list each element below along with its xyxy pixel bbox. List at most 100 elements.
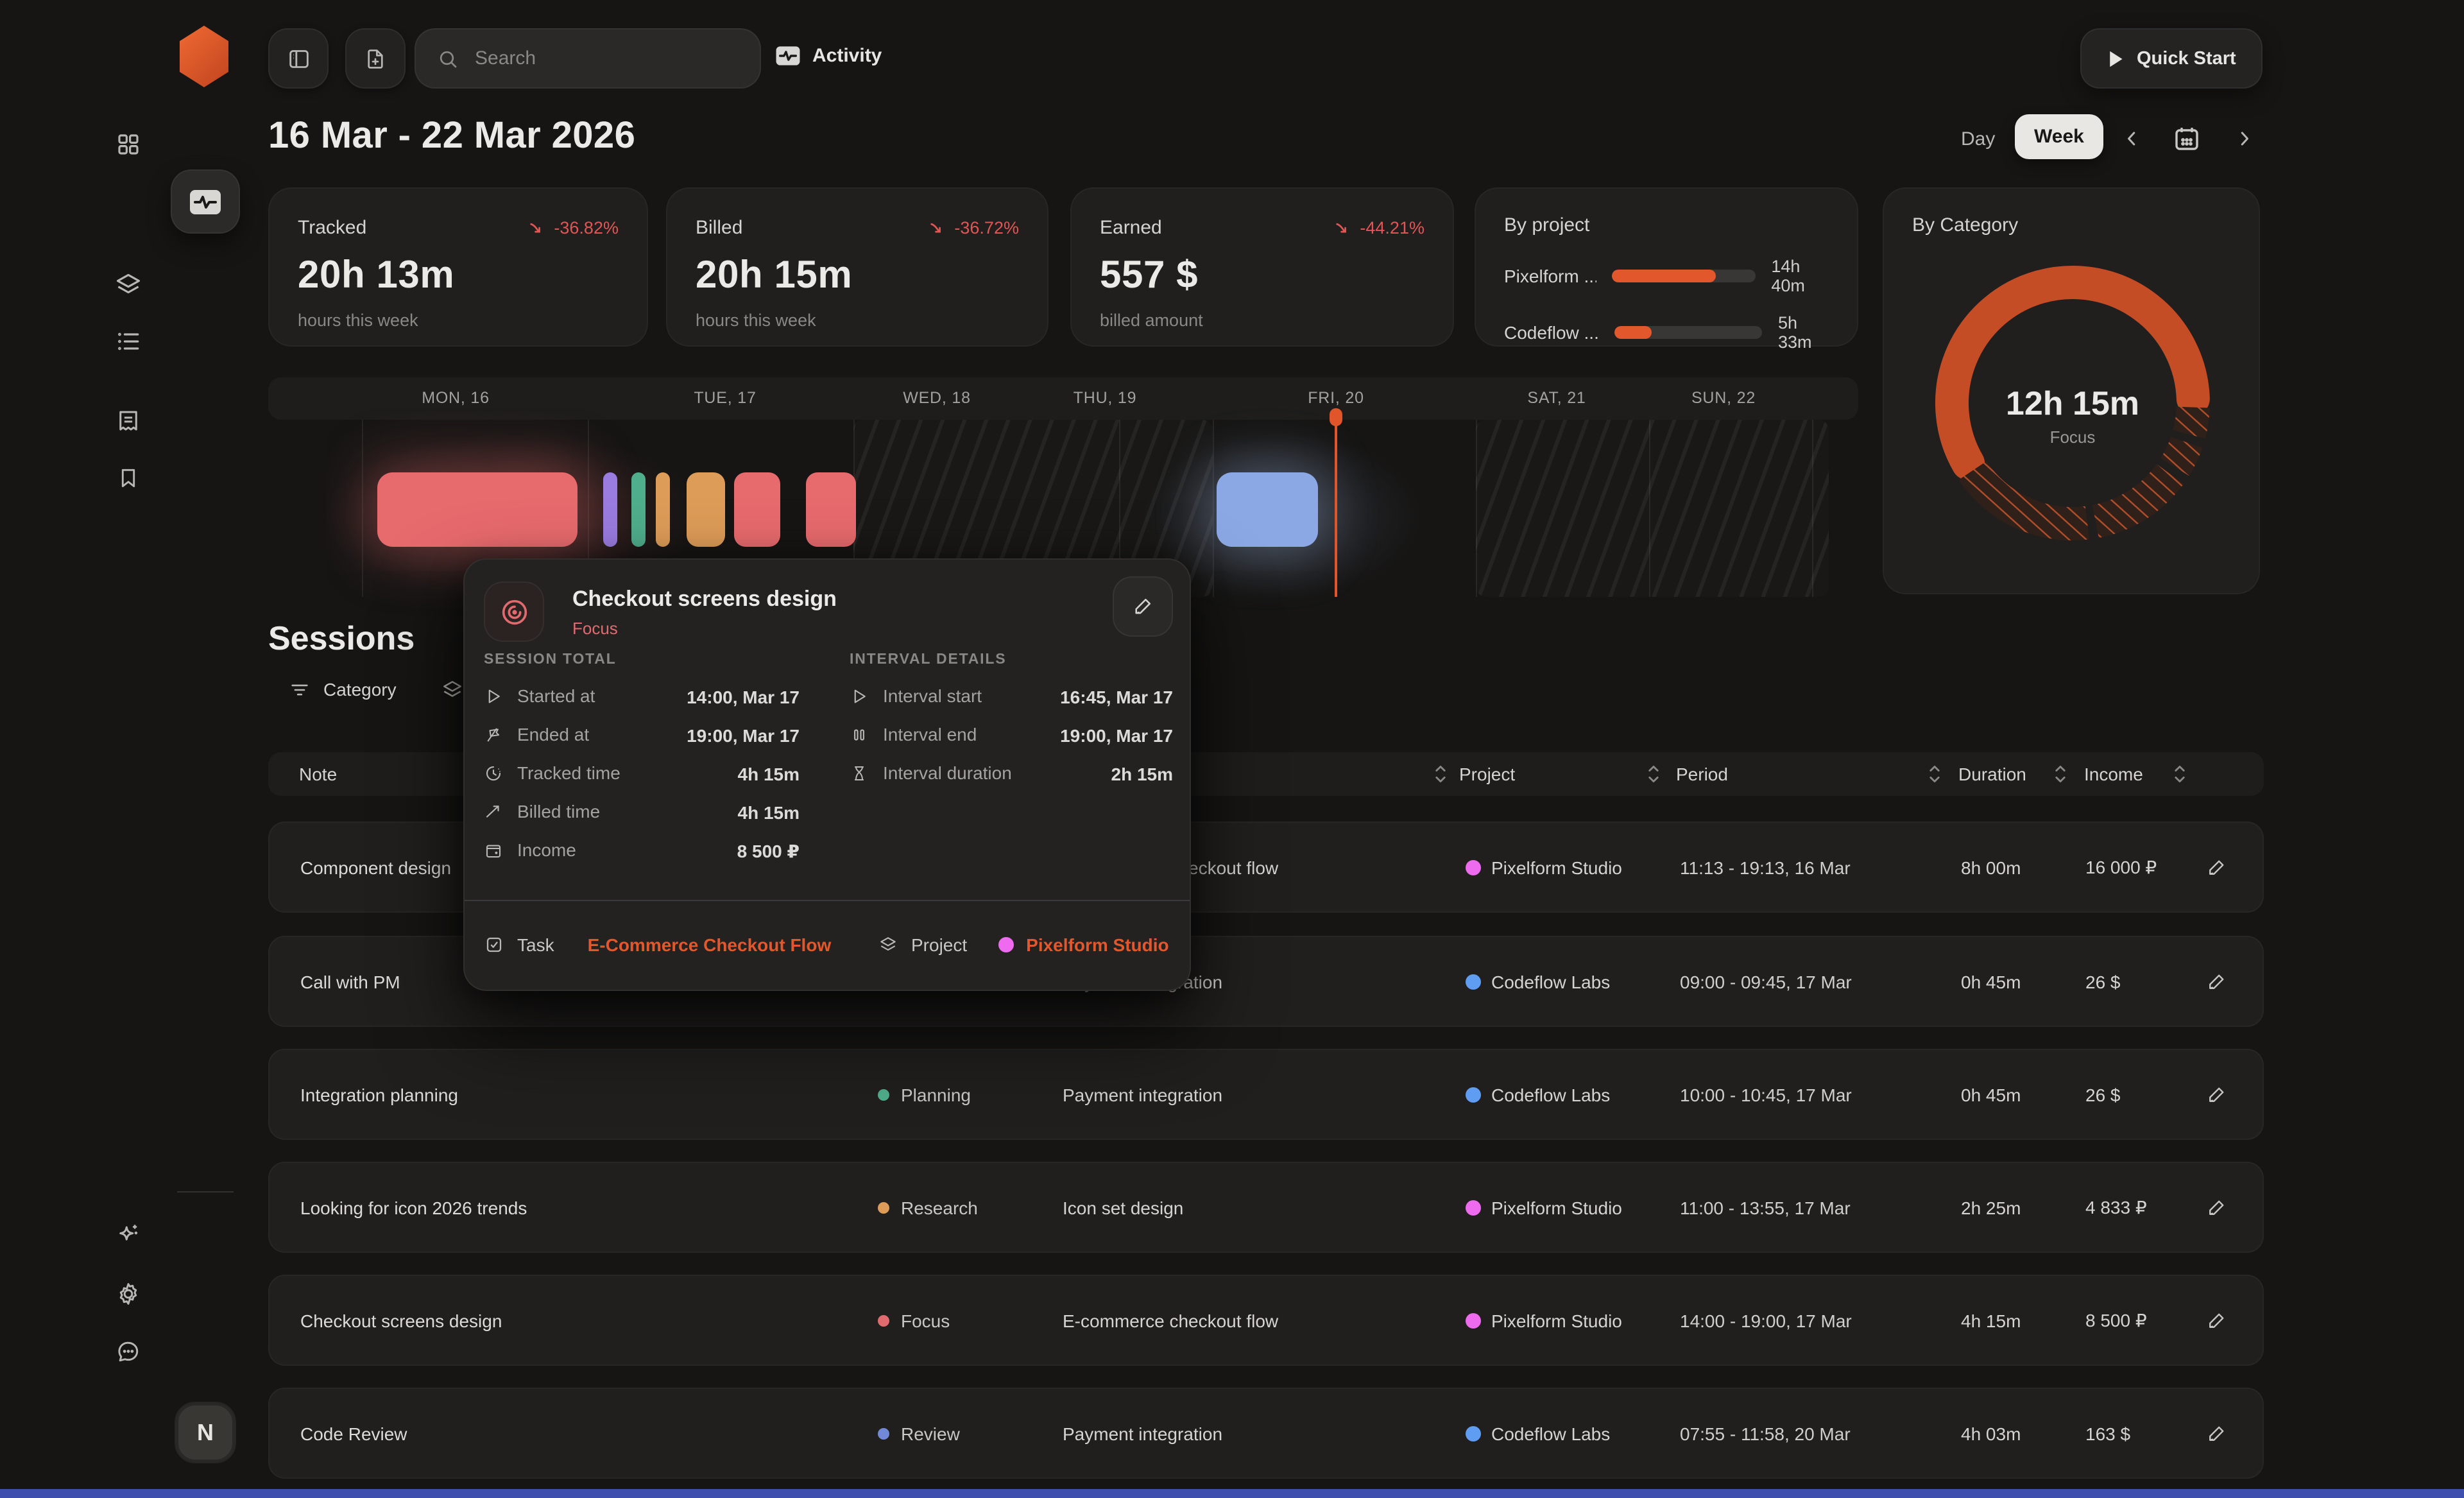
- session-project: Pixelform Studio: [1491, 1310, 1622, 1330]
- session-row[interactable]: Code Review Review Payment integration C…: [268, 1388, 2264, 1479]
- session-task: E-commerce checkout flow: [1063, 1310, 1279, 1330]
- session-row[interactable]: Integration planning Planning Payment in…: [268, 1049, 2264, 1140]
- project-value-link[interactable]: Pixelform Studio: [1026, 934, 1169, 955]
- sidebar-divider: [177, 1191, 234, 1192]
- task-value-link[interactable]: E-Commerce Checkout Flow: [587, 934, 832, 955]
- session-income: 163 $: [2085, 1423, 2131, 1443]
- timeline-day-label[interactable]: TUE, 17: [694, 389, 757, 407]
- pause-bars-icon: [850, 725, 869, 744]
- sidebar-item-invoices[interactable]: [115, 407, 142, 435]
- category-dot: [878, 1201, 889, 1213]
- timeline-block-green[interactable]: [631, 472, 646, 547]
- session-category: Research: [901, 1197, 978, 1218]
- sort-icon[interactable]: [1928, 764, 1942, 784]
- timeline-block-orange[interactable]: [687, 472, 725, 547]
- sort-icon[interactable]: [1433, 764, 1448, 784]
- session-category: Review: [901, 1423, 960, 1443]
- filter-category[interactable]: Category: [289, 679, 397, 700]
- session-category: Focus: [901, 1310, 950, 1330]
- edit-session-button[interactable]: [2205, 1083, 2228, 1106]
- session-income: 4 833 ₽: [2085, 1196, 2147, 1217]
- edit-session-button[interactable]: [2205, 856, 2228, 879]
- session-note: Call with PM: [300, 971, 400, 992]
- sort-icon[interactable]: [1647, 764, 1661, 784]
- popup-edit-button[interactable]: [1113, 576, 1173, 637]
- timeline-block-focus-mon[interactable]: [377, 472, 578, 547]
- timeline-block-red-right[interactable]: [806, 472, 856, 547]
- timeline-day-header: MON, 16 TUE, 17 WED, 18 THU, 19 FRI, 20 …: [268, 377, 1858, 420]
- sidebar-item-tasks[interactable]: [114, 327, 142, 356]
- session-task: Icon set design: [1063, 1197, 1184, 1218]
- popup-task-link[interactable]: Task E-Commerce Checkout Flow: [484, 931, 831, 959]
- income-value: 8 500 ₽: [737, 841, 800, 861]
- sort-icon[interactable]: [2173, 764, 2187, 784]
- sidebar-item-dashboard[interactable]: [115, 131, 142, 158]
- timeline-day-label[interactable]: SUN, 22: [1691, 389, 1756, 407]
- prev-week-button[interactable]: [2120, 127, 2143, 150]
- next-week-button[interactable]: [2233, 127, 2256, 150]
- sidebar-item-settings[interactable]: [114, 1280, 142, 1308]
- user-avatar[interactable]: N: [175, 1402, 236, 1463]
- session-duration: 4h 03m: [1961, 1423, 2021, 1443]
- session-total-heading: SESSION TOTAL: [484, 652, 617, 667]
- interval-duration-value: 2h 15m: [1111, 764, 1174, 784]
- sidebar-item-projects[interactable]: [114, 271, 142, 299]
- sidebar-item-ai-assistant[interactable]: [114, 1221, 142, 1249]
- edit-session-button[interactable]: [2205, 1196, 2228, 1219]
- billed-time-value: 4h 15m: [737, 802, 800, 823]
- session-income: 26 $: [2085, 1084, 2121, 1105]
- timeline-block-review-fri[interactable]: [1217, 472, 1318, 547]
- sidebar-item-bookmarks[interactable]: [116, 465, 141, 492]
- view-toggle-week[interactable]: Week: [2015, 114, 2103, 159]
- by-category-title: By Category: [1912, 214, 2019, 236]
- session-income: 8 500 ₽: [2085, 1309, 2147, 1330]
- interval-start-value: 16:45, Mar 17: [1060, 687, 1173, 707]
- column-header-period[interactable]: Period: [1676, 764, 1728, 784]
- view-toggle-day[interactable]: Day: [1961, 128, 1996, 150]
- sidebar-item-activity-selected[interactable]: [171, 169, 240, 234]
- timeline-block-purple[interactable]: [603, 472, 617, 547]
- column-header-income[interactable]: Income: [2084, 764, 2143, 784]
- hourglass-icon: [850, 763, 869, 782]
- session-period: 11:00 - 13:55, 17 Mar: [1680, 1197, 1851, 1218]
- filter-project-icon[interactable]: [440, 678, 465, 702]
- timeline-block-red-mid[interactable]: [734, 472, 780, 547]
- sidebar-item-support-chat[interactable]: [114, 1338, 142, 1366]
- session-row[interactable]: Checkout screens design Focus E-commerce…: [268, 1275, 2264, 1366]
- tab-activity[interactable]: Activity: [775, 45, 882, 67]
- edit-session-button[interactable]: [2205, 970, 2228, 993]
- timeline-block-orange-thin[interactable]: [656, 472, 670, 547]
- timeline-day-label[interactable]: SAT, 21: [1527, 389, 1586, 407]
- wallet-icon: [484, 840, 503, 859]
- interval-details-heading: INTERVAL DETAILS: [850, 652, 1007, 667]
- sort-icon[interactable]: [2053, 764, 2067, 784]
- donut-segment-other-3: [2092, 463, 2184, 538]
- column-header-note[interactable]: Note: [299, 764, 338, 784]
- project-progress-fill: [1614, 326, 1652, 339]
- donut-segment-other-2: [2160, 436, 2203, 476]
- session-row[interactable]: Looking for icon 2026 trends Research Ic…: [268, 1162, 2264, 1253]
- popup-project-link[interactable]: Project Pixelform Studio: [878, 931, 1169, 959]
- clock-icon: [484, 763, 503, 782]
- popup-title: Checkout screens design: [572, 587, 837, 611]
- toggle-sidebar-button[interactable]: [268, 28, 329, 89]
- new-entry-button[interactable]: [345, 28, 406, 89]
- edit-session-button[interactable]: [2205, 1309, 2228, 1332]
- column-header-project[interactable]: Project: [1459, 764, 1516, 784]
- earned-label: Earned: [1100, 217, 1162, 239]
- edit-session-button[interactable]: [2205, 1422, 2228, 1445]
- timeline-day-label[interactable]: THU, 19: [1073, 389, 1137, 407]
- calendar-icon-button[interactable]: [2171, 123, 2202, 154]
- timeline-gridline: [1119, 420, 1120, 597]
- sessions-title: Sessions: [268, 619, 415, 657]
- column-header-duration[interactable]: Duration: [1958, 764, 2026, 784]
- by-project-title: By project: [1504, 214, 1590, 236]
- timeline-day-label[interactable]: FRI, 20: [1308, 389, 1364, 407]
- timeline-day-label[interactable]: WED, 18: [903, 389, 971, 407]
- session-period: 14:00 - 19:00, 17 Mar: [1680, 1310, 1852, 1330]
- search-input[interactable]: [472, 46, 729, 71]
- quick-start-button[interactable]: Quick Start: [2080, 28, 2263, 89]
- timeline-day-label[interactable]: MON, 16: [422, 389, 490, 407]
- trend-up-icon: [484, 802, 503, 821]
- detail-row-tracked-time: Tracked time: [484, 760, 620, 786]
